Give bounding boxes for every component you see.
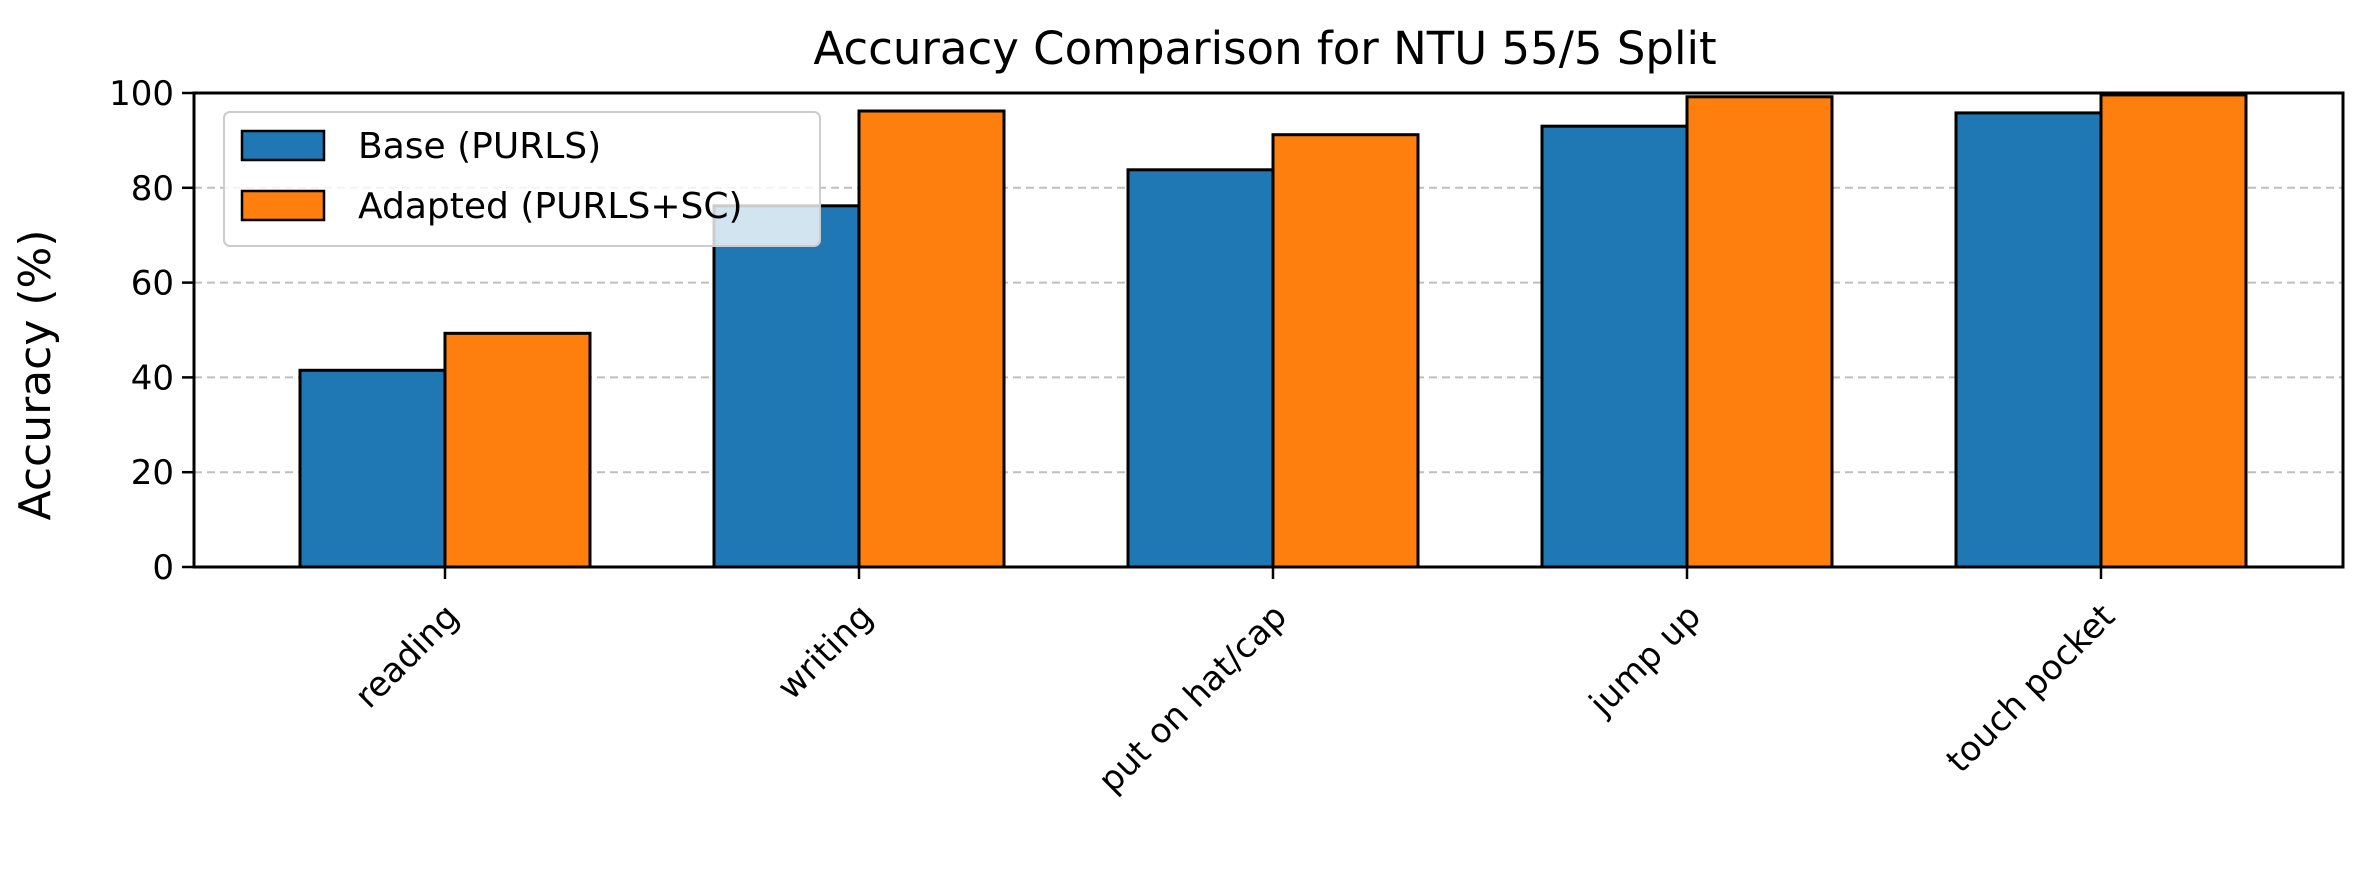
y-tick-label: 0 xyxy=(152,548,174,588)
y-tick-label: 40 xyxy=(131,358,174,398)
y-tick-label: 80 xyxy=(131,169,174,209)
y-axis-label: Accuracy (%) xyxy=(10,229,61,520)
bar-base-3 xyxy=(1540,124,1689,569)
x-tick-label: writing xyxy=(770,597,881,708)
bar-base-2 xyxy=(1126,168,1275,569)
y-tick-label: 20 xyxy=(131,453,174,493)
bar-adapted-4 xyxy=(2099,93,2248,569)
x-tick-label: reading xyxy=(347,597,467,717)
bar-adapted-1 xyxy=(857,109,1006,569)
x-axis: reading writing put on hat/cap jump up touch… xyxy=(347,567,2123,801)
x-tick-label: jump up xyxy=(1581,597,1709,725)
y-tick-label: 100 xyxy=(109,74,174,114)
legend-box xyxy=(223,111,821,247)
x-tick-label: touch pocket xyxy=(1939,597,2123,781)
bar-adapted-2 xyxy=(1271,133,1420,569)
bar-base-1 xyxy=(712,204,861,569)
x-tick-label: put on hat/cap xyxy=(1091,597,1295,801)
y-axis: 0 20 40 60 80 100 xyxy=(109,74,194,588)
legend: Base (PURLS) Adapted (PURLS+SC) xyxy=(223,111,821,247)
legend-swatch-base xyxy=(240,129,326,162)
chart-title: Accuracy Comparison for NTU 55/5 Split xyxy=(813,22,1716,75)
plot-frame xyxy=(192,91,2345,569)
legend-swatch-adapted xyxy=(240,189,326,222)
bar-base-0 xyxy=(298,368,447,569)
bar-adapted-3 xyxy=(1685,95,1834,569)
legend-label-base: Base (PURLS) xyxy=(358,126,601,167)
y-tick-label: 60 xyxy=(131,264,174,304)
legend-label-adapted: Adapted (PURLS+SC) xyxy=(358,186,743,227)
bar-base-4 xyxy=(1954,111,2103,569)
bar-adapted-0 xyxy=(443,331,592,569)
